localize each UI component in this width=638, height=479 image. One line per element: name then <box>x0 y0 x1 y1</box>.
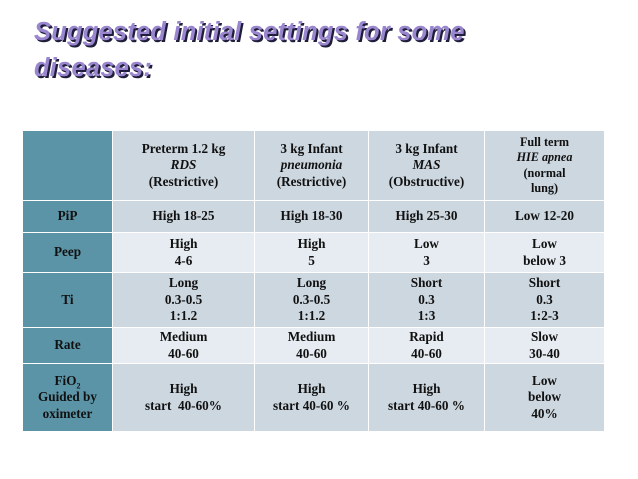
header-diagnosis: HIE apnea <box>516 150 573 164</box>
header-corner-cell <box>22 130 113 201</box>
cell-level: Medium <box>287 329 336 344</box>
table-cell: High start 40-60 % <box>254 363 369 432</box>
cell-value: 0.3 <box>418 291 435 307</box>
cell-level: Rapid <box>409 329 444 344</box>
cell-value: 30-40 <box>529 345 560 361</box>
header-text: Preterm 1.2 kg <box>141 140 226 156</box>
cell-level: Short <box>528 275 561 291</box>
table-cell: High start 40-60% <box>112 363 255 432</box>
row-label-fio2-line2: Guided by <box>37 389 97 405</box>
row-label-rate: Rate <box>22 327 113 364</box>
cell-value: start 40-60 % <box>388 397 465 413</box>
header-type: (normal <box>523 165 566 180</box>
cell-value: start 40-60% <box>145 397 222 413</box>
row-label-peep: Peep <box>22 232 113 273</box>
table-row-peep: Peep High 4-6 High 5 Low 3 Low below 3 <box>22 232 605 273</box>
cell-level: Low <box>414 236 439 251</box>
cell-ratio: 1:1.2 <box>297 308 326 324</box>
header-text: Full term <box>519 134 570 149</box>
header-cell-infant-mas: 3 kg Infant MAS (Obstructive) <box>368 130 485 201</box>
cell-value: 0.3 <box>536 291 553 307</box>
table-cell: High 4-6 <box>112 232 255 273</box>
slide-title: Suggested initial settings for some dise… <box>34 14 624 86</box>
header-text: 3 kg Infant <box>395 140 458 156</box>
header-diagnosis: RDS <box>170 157 197 173</box>
table-cell: High 18-25 <box>112 200 255 233</box>
table-cell: High start 40-60 % <box>368 363 485 432</box>
table-cell: Slow 30-40 <box>484 327 605 364</box>
cell-value: 40-60 <box>411 345 442 361</box>
cell-level: Long <box>296 275 327 291</box>
cell-level: High <box>297 381 326 396</box>
row-label-fio2: FiO2 Guided by oximeter <box>22 363 113 432</box>
header-diagnosis: MAS <box>412 157 441 173</box>
header-text: 3 kg Infant <box>280 140 343 156</box>
header-cell-fullterm-hie: Full term HIE apnea (normal lung) <box>484 130 605 201</box>
cell-ratio: 1:1.2 <box>169 308 198 324</box>
table-cell: Low below 3 <box>484 232 605 273</box>
table-cell: Medium 40-60 <box>254 327 369 364</box>
table-row-pip: PiP High 18-25 High 18-30 High 25-30 Low… <box>22 200 605 233</box>
table-cell: Low below 40% <box>484 363 605 432</box>
cell-value: 5 <box>308 252 315 268</box>
cell-value: start 40-60 % <box>273 397 350 413</box>
cell-value: 0.3-0.5 <box>164 291 203 307</box>
header-type: lung) <box>530 181 559 195</box>
cell-level: Low <box>532 372 557 388</box>
table-cell: Rapid 40-60 <box>368 327 485 364</box>
cell-level: Low <box>532 236 557 251</box>
row-label-fio2-line3: oximeter <box>42 405 93 421</box>
row-label-fio2-subscript: 2 <box>76 381 81 391</box>
header-cell-preterm-rds: Preterm 1.2 kg RDS (Restrictive) <box>112 130 255 201</box>
header-cell-infant-pneumonia: 3 kg Infant pneumonia (Restrictive) <box>254 130 369 201</box>
table-row-ti: Ti Long 0.3-0.5 1:1.2 Long 0.3-0.5 1:1.2… <box>22 272 605 328</box>
table-cell: Medium 40-60 <box>112 327 255 364</box>
header-diagnosis: pneumonia <box>280 157 343 173</box>
row-label-fio2-main: FiO <box>54 372 77 388</box>
row-label-pip: PiP <box>22 200 113 233</box>
table-cell: Long 0.3-0.5 1:1.2 <box>112 272 255 328</box>
cell-ratio: 1:2-3 <box>530 308 559 324</box>
header-type: (Obstructive) <box>388 173 465 189</box>
cell-level: High <box>412 381 441 396</box>
slide-title-line-2: diseases: <box>34 54 153 82</box>
cell-value: below 3 <box>523 252 566 268</box>
cell-value: 40-60 <box>296 345 327 361</box>
cell-level: Medium <box>159 329 208 344</box>
cell-level: Short <box>410 275 443 291</box>
header-type: (Restrictive) <box>148 173 219 189</box>
ventilator-settings-table: Preterm 1.2 kg RDS (Restrictive) 3 kg In… <box>22 130 605 432</box>
cell-level: Long <box>168 275 199 291</box>
table-cell: High 5 <box>254 232 369 273</box>
table-cell: Long 0.3-0.5 1:1.2 <box>254 272 369 328</box>
slide-title-line-1: Suggested initial settings for some <box>34 18 465 46</box>
cell-level: High <box>169 236 198 251</box>
cell-ratio: 1:3 <box>417 308 436 324</box>
cell-value: 3 <box>423 252 430 268</box>
table-cell: Short 0.3 1:3 <box>368 272 485 328</box>
cell-value: below <box>528 389 561 405</box>
table-cell: High 18-30 <box>254 200 369 233</box>
table-cell: Low 12-20 <box>484 200 605 233</box>
table-cell: High 25-30 <box>368 200 485 233</box>
table-cell: Low 3 <box>368 232 485 273</box>
table-row-fio2: FiO2 Guided by oximeter High start 40-60… <box>22 363 605 432</box>
cell-level: Slow <box>530 329 559 344</box>
table-row-rate: Rate Medium 40-60 Medium 40-60 Rapid 40-… <box>22 327 605 364</box>
table-header-row: Preterm 1.2 kg RDS (Restrictive) 3 kg In… <box>22 130 605 201</box>
cell-value: 40% <box>531 405 558 421</box>
cell-level: High <box>169 381 198 396</box>
cell-value: 0.3-0.5 <box>292 291 331 307</box>
cell-value: 40-60 <box>168 345 199 361</box>
header-type: (Restrictive) <box>276 173 347 189</box>
row-label-ti: Ti <box>22 272 113 328</box>
table-cell: Short 0.3 1:2-3 <box>484 272 605 328</box>
cell-level: High <box>297 236 326 251</box>
cell-value: 4-6 <box>174 252 193 268</box>
